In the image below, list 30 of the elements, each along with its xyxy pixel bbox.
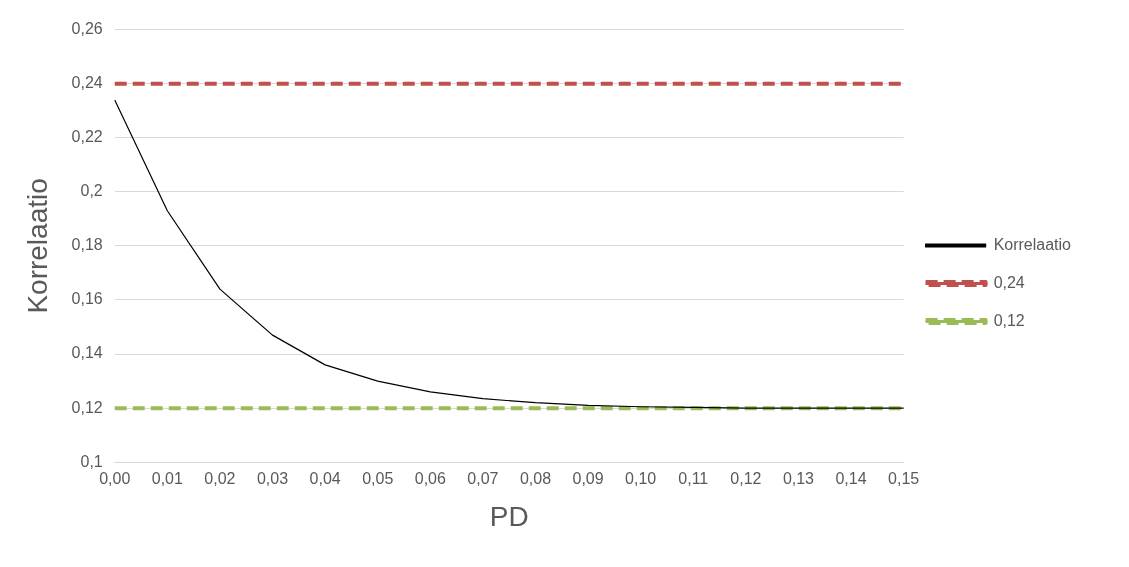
- y-tick-label: 0,18: [71, 236, 103, 254]
- y-tick-label: 0,14: [71, 344, 103, 362]
- y-axis-title: Korrelaatio: [21, 178, 53, 314]
- y-tick-label: 0,24: [71, 74, 103, 92]
- x-tick-label: 0,02: [204, 470, 236, 488]
- x-tick-label: 0,11: [678, 470, 709, 488]
- x-tick-label: 0,08: [519, 470, 552, 488]
- x-axis-title: PD: [489, 500, 529, 532]
- legend-label: Korrelaatio: [993, 235, 1072, 253]
- y-tick-label: 0,1: [80, 452, 103, 470]
- y-tick-label: 0,22: [71, 128, 103, 146]
- x-tick-label: 0,15: [888, 470, 920, 488]
- x-tick-label: 0,07: [467, 470, 499, 488]
- x-tick-label: 0,10: [625, 470, 657, 488]
- x-tick-label: 0,06: [414, 470, 446, 488]
- x-tick-label: 0,09: [572, 470, 604, 488]
- legend-label: 0,12: [993, 311, 1025, 329]
- x-tick-label: 0,05: [362, 470, 394, 488]
- legend-label: 0,24: [993, 273, 1025, 291]
- y-tick-label: 0,16: [71, 290, 103, 308]
- x-tick-label: 0,14: [835, 470, 867, 488]
- y-tick-label: 0,26: [71, 20, 103, 38]
- x-tick-label: 0,12: [730, 470, 762, 488]
- x-tick-label: 0,00: [99, 470, 131, 488]
- x-tick-label: 0,01: [151, 470, 183, 488]
- y-tick-label: 0,2: [80, 182, 103, 200]
- x-tick-label: 0,03: [256, 470, 289, 488]
- x-tick-label: 0,13: [782, 470, 815, 488]
- y-tick-label: 0,12: [71, 398, 103, 416]
- x-tick-label: 0,04: [309, 470, 341, 488]
